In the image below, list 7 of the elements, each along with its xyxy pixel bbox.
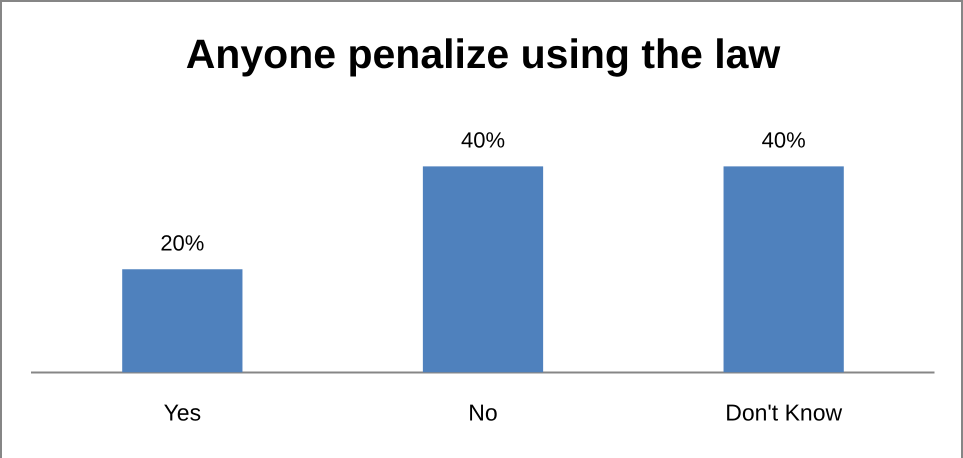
data-label: 40% bbox=[762, 127, 806, 152]
x-tick-label: Don't Know bbox=[725, 400, 842, 426]
x-tick-label: Yes bbox=[164, 400, 202, 426]
data-label: 20% bbox=[160, 230, 204, 256]
chart-title: Anyone penalize using the law bbox=[186, 30, 780, 77]
x-tick-label: No bbox=[468, 400, 498, 426]
data-label: 40% bbox=[460, 127, 506, 152]
